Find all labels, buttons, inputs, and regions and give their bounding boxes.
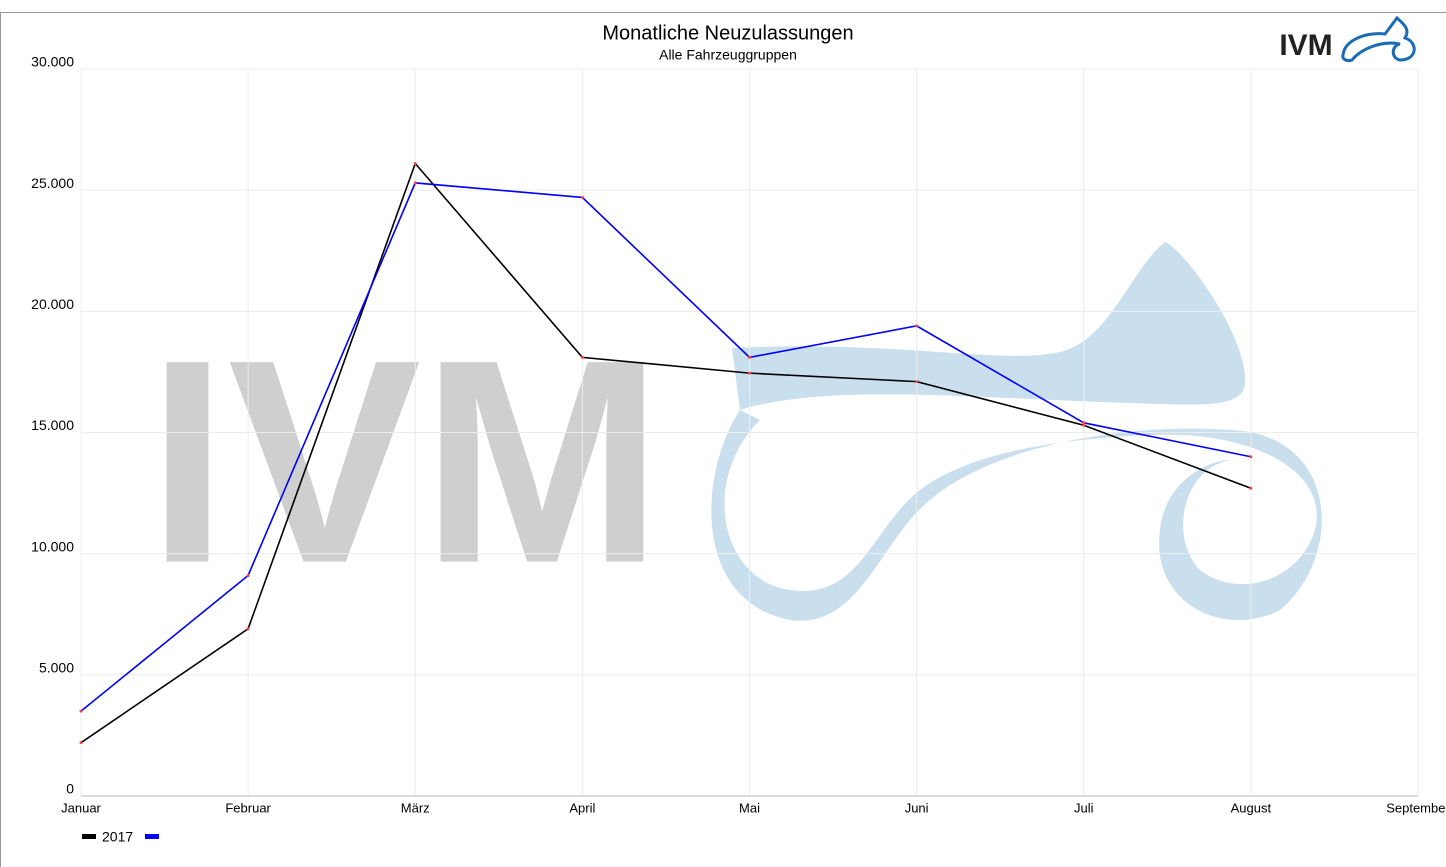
y-tick-label: 5.000 [39,660,74,676]
x-tick-label: Juli [1074,800,1094,815]
watermark-graphic [711,242,1321,621]
data-point [581,196,584,199]
data-point [80,710,83,713]
data-point [1249,455,1252,458]
chart-subtitle: Alle Fahrzeuggruppen [659,47,797,63]
data-point [748,356,751,359]
x-tick-label: August [1231,800,1272,815]
x-tick-label: März [401,800,430,815]
data-point [915,324,918,327]
data-point [915,380,918,383]
data-point [581,356,584,359]
legend-label: 2017 [102,829,133,845]
x-tick-label: September [1386,800,1446,815]
y-tick-label: 10.000 [31,538,74,554]
x-tick-label: Februar [225,800,271,815]
x-tick-label: Mai [739,800,760,815]
data-point [1082,421,1085,424]
logo-text: IVM [1279,29,1332,62]
watermark-text: IVM [147,300,663,624]
data-point [414,181,417,184]
data-point [247,574,250,577]
data-point [1249,487,1252,490]
logo-graphic [1343,18,1414,61]
data-point [748,372,751,375]
x-tick-label: Januar [61,800,101,815]
data-point [414,162,417,165]
y-tick-label: 15.000 [31,417,74,433]
x-tick-label: April [569,800,595,815]
y-tick-label: 20.000 [31,296,74,312]
chart: IVM Monatliche Neuzulassungen Alle Fahrz… [0,0,1446,867]
y-tick-label: 0 [66,781,74,797]
data-point [247,627,250,630]
chart-title: Monatliche Neuzulassungen [602,22,853,44]
y-tick-label: 30.000 [31,54,74,70]
x-tick-label: Juni [905,800,929,815]
data-point [80,741,83,744]
y-tick-label: 25.000 [31,175,74,191]
legend-swatch [82,834,96,839]
legend-swatch [145,834,159,839]
